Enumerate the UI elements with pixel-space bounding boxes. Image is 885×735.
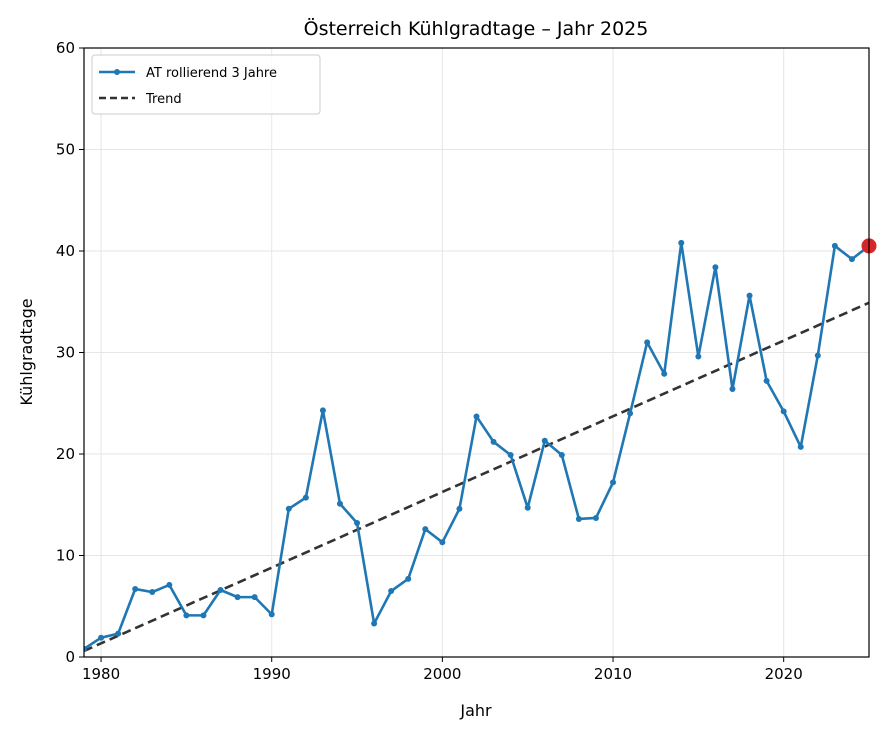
chart-title: Österreich Kühlgradtage – Jahr 2025: [304, 17, 649, 40]
data-point: [319, 407, 326, 414]
data-point: [98, 634, 105, 641]
data-point: [354, 520, 361, 527]
data-point: [166, 581, 173, 588]
data-point: [422, 526, 429, 533]
series-layer: [84, 239, 869, 653]
data-point: [371, 620, 378, 627]
data-point: [456, 505, 463, 512]
data-point: [405, 575, 412, 582]
x-axis-label: Jahr: [459, 701, 492, 720]
data-point: [149, 589, 156, 596]
data-point: [541, 437, 548, 444]
data-point: [797, 443, 804, 450]
data-point: [217, 587, 224, 594]
legend-label-series: AT rollierend 3 Jahre: [146, 66, 277, 81]
data-point: [132, 585, 139, 592]
legend-label-trend: Trend: [145, 92, 182, 107]
data-point: [234, 594, 241, 601]
x-tick-label: 1980: [82, 665, 120, 683]
data-point: [592, 514, 599, 521]
x-tick-label: 2020: [765, 665, 803, 683]
data-point: [729, 386, 736, 393]
data-point: [610, 479, 617, 486]
data-point: [200, 612, 207, 619]
y-axis-label: Kühlgradtage: [17, 298, 36, 405]
data-point: [746, 292, 753, 299]
y-axis-ticks: 0 10 20 30 40 50 60: [56, 39, 84, 666]
data-point: [439, 539, 446, 546]
y-tick-label: 60: [56, 39, 75, 57]
data-point: [473, 413, 480, 420]
data-point: [661, 370, 668, 377]
data-point: [336, 500, 343, 507]
y-tick-label: 0: [65, 648, 75, 666]
data-point: [627, 410, 634, 417]
data-point: [524, 504, 531, 511]
y-tick-label: 20: [56, 445, 75, 463]
data-point: [388, 588, 395, 595]
y-tick-label: 30: [56, 344, 75, 362]
data-point: [780, 408, 787, 415]
x-axis-ticks: 1980 1990 2000 2010 2020: [82, 657, 803, 683]
data-point: [183, 612, 190, 619]
data-point: [763, 377, 770, 384]
data-point: [490, 438, 497, 445]
y-tick-label: 50: [56, 141, 75, 159]
data-point: [644, 339, 651, 346]
data-point: [695, 353, 702, 360]
data-point: [302, 494, 309, 501]
y-tick-label: 40: [56, 242, 75, 260]
x-tick-label: 2000: [423, 665, 461, 683]
data-point: [285, 505, 292, 512]
data-point: [831, 242, 838, 249]
data-point: [848, 256, 855, 263]
data-point: [575, 515, 582, 522]
data-point: [507, 452, 514, 459]
data-point: [678, 239, 685, 246]
data-point: [814, 352, 821, 359]
x-tick-label: 1990: [253, 665, 291, 683]
y-tick-label: 10: [56, 547, 75, 565]
x-tick-label: 2010: [594, 665, 632, 683]
grid: [84, 47, 869, 658]
legend-box: [91, 54, 321, 115]
data-point: [712, 264, 719, 271]
data-point: [115, 630, 122, 637]
legend-swatch-marker: [114, 69, 120, 75]
data-point: [251, 594, 258, 601]
data-point: [84, 645, 87, 652]
data-point: [558, 452, 565, 459]
data-point: [268, 611, 275, 618]
legend: AT rollierend 3 Jahre Trend: [91, 54, 321, 115]
